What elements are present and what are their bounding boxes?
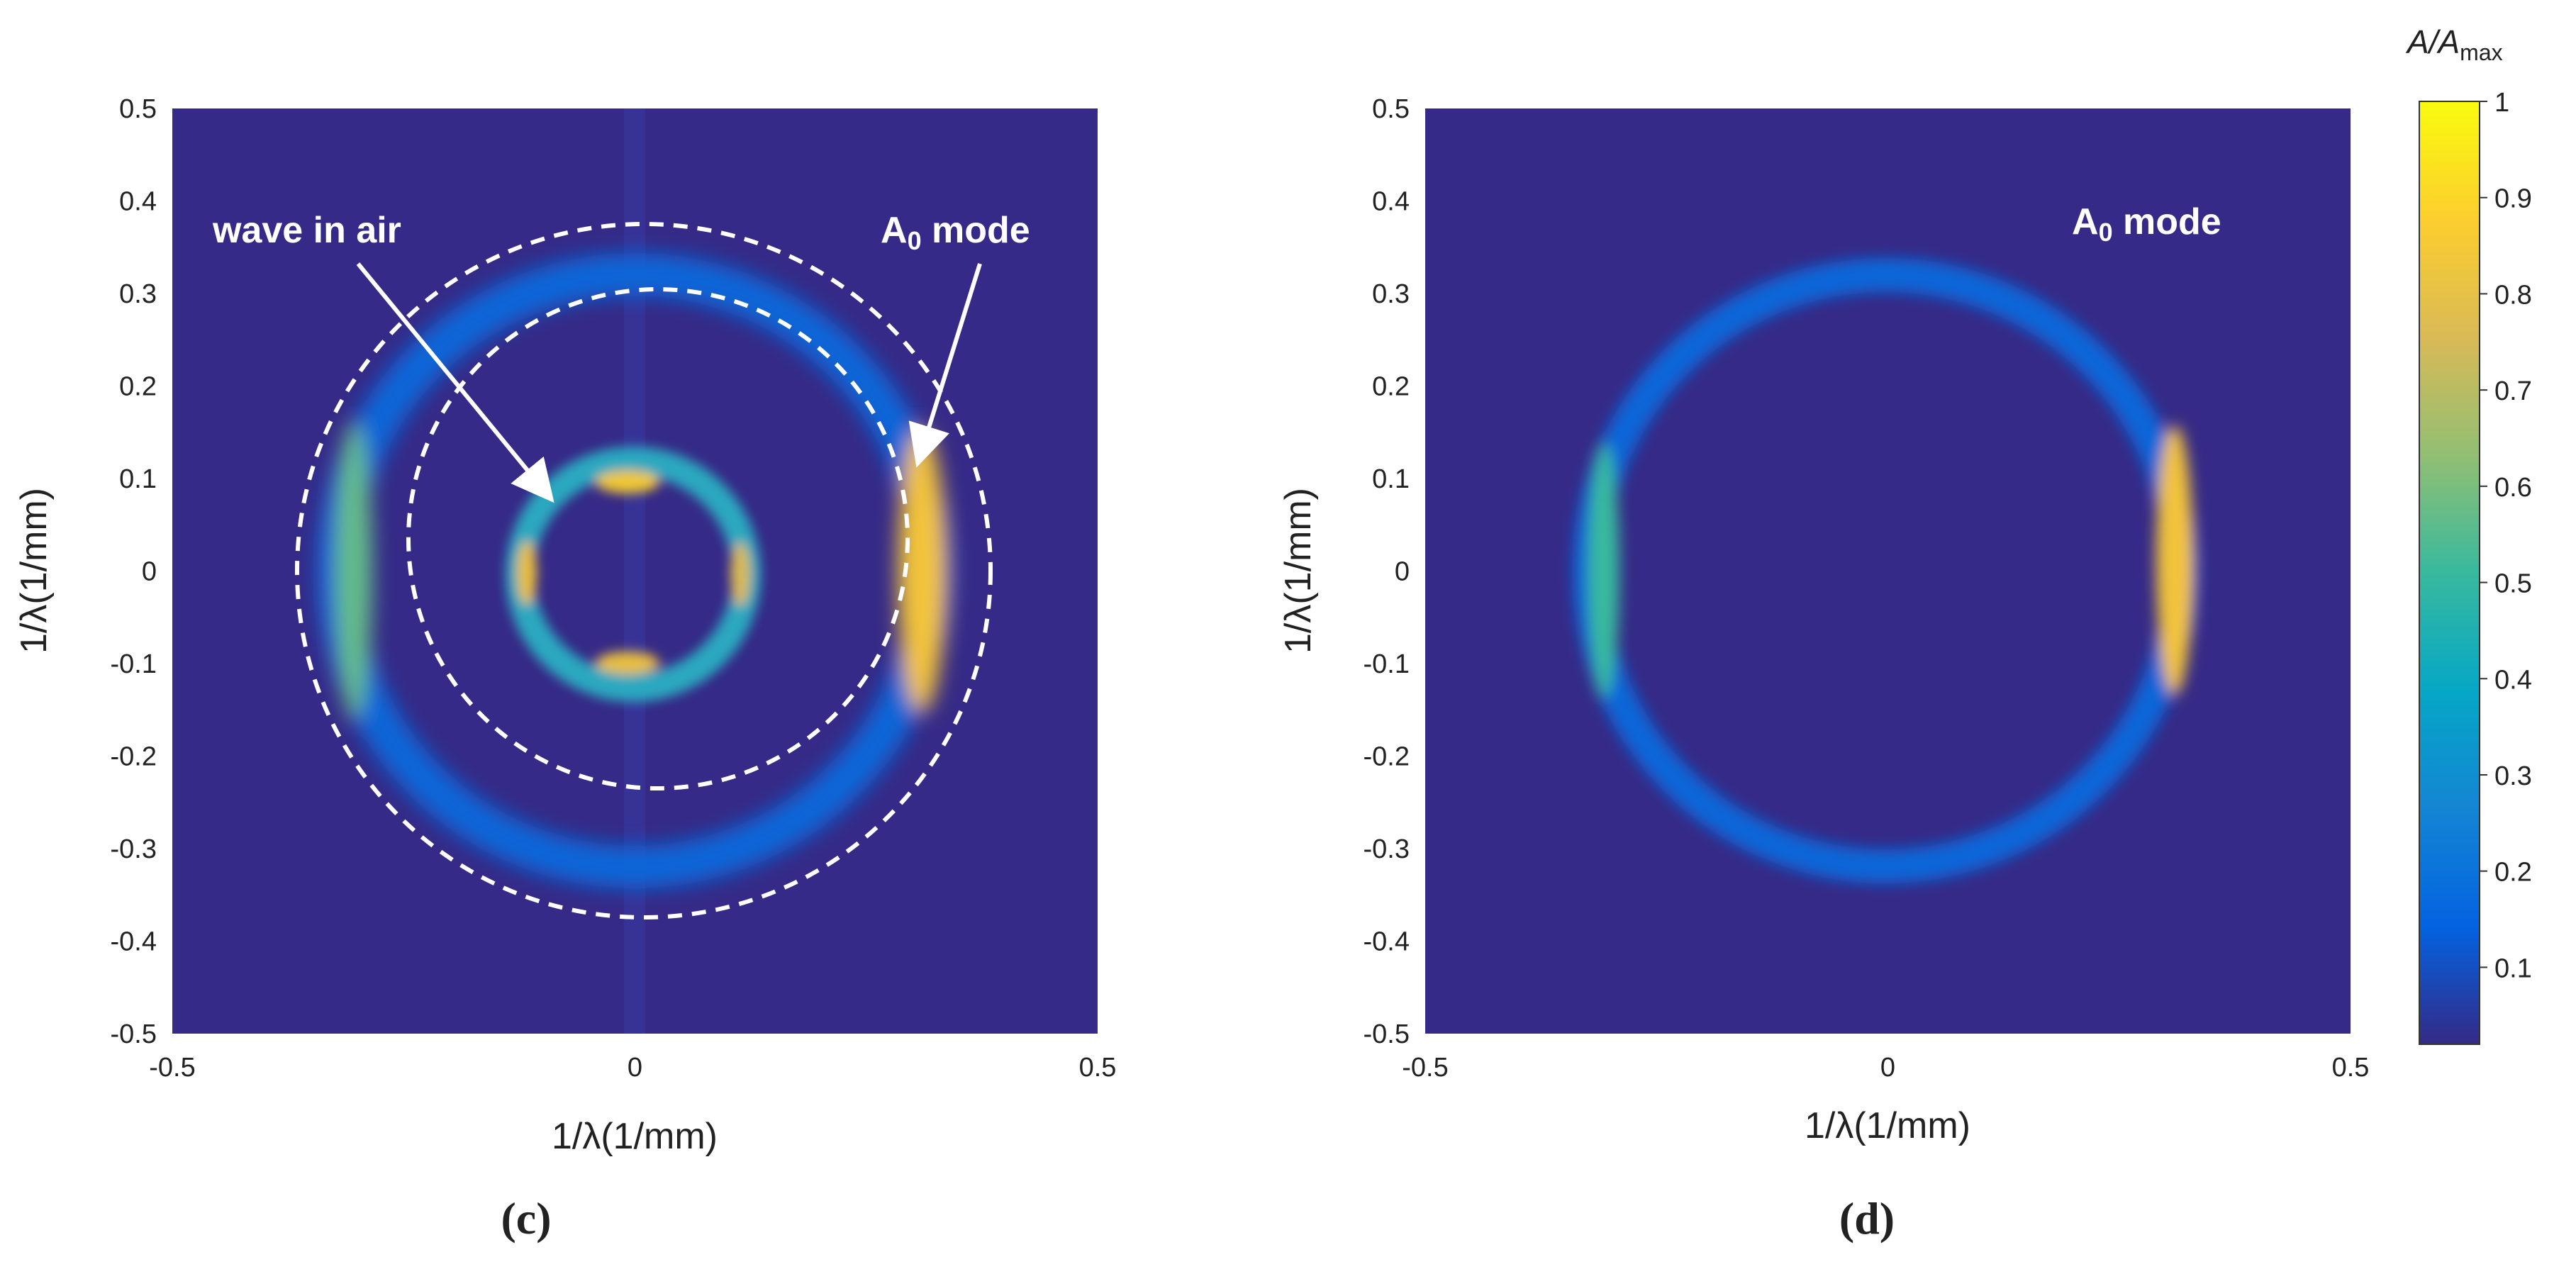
- colorbar-tick-label: 0.1: [2494, 954, 2532, 983]
- panel-d-ytick-label: -0.1: [1364, 649, 1410, 679]
- panel-d-annotation-a0-mode: A0 mode: [2072, 201, 2221, 247]
- colorbar-tick-label: 0.5: [2494, 569, 2532, 599]
- panel-c-right-peak: [898, 429, 946, 712]
- panel-c-left-peak: [335, 422, 372, 720]
- panel-d-ytick-label: 0.4: [1372, 187, 1410, 217]
- panel-c-inner-blob-left: [517, 541, 537, 605]
- panel-c-xlabel: 1/λ(1/mm): [552, 1116, 718, 1157]
- panel-c-ticks: 0.5 0.4 0.3 0.2 0.1 0 -0.1 -0.2 -0.3 -0.4 -0.5 -0.5…: [111, 94, 1117, 1083]
- panel-d: A0 mode 0.50.40.30.20.10-0.1-0.2-0.3-0.4…: [1278, 94, 2369, 1243]
- panel-c-dashed-circle-inner: [406, 287, 910, 790]
- panel-c-dashed-circle-outer: [295, 222, 993, 919]
- panel-c-annotation-a0-tail: mode: [922, 210, 1030, 251]
- panel-c-ytick-label: -0.1: [111, 649, 157, 679]
- panel-c-inner-ring: [506, 447, 761, 702]
- panel-c: wave in air A0 mode 0.50.40.30.20.10-0.1…: [13, 94, 1116, 1243]
- panel-d-ytick-label: -0.5: [1364, 1019, 1410, 1049]
- panel-d-annotation-a0-tail: mode: [2113, 201, 2221, 242]
- colorbar-tick-label: 0.4: [2494, 665, 2532, 695]
- panel-d-ytick-label: -0.4: [1364, 927, 1410, 957]
- panel-c-annotation-wave-in-air: wave in air: [212, 210, 401, 251]
- panel-c-ytick-label: 0.1: [119, 464, 157, 494]
- panel-c-inner-blob-top: [596, 471, 659, 493]
- panel-d-ytick-label: 0.3: [1372, 279, 1410, 309]
- panel-d-ytick-label: -0.3: [1364, 834, 1410, 864]
- panel-d-right-peak: [2156, 425, 2193, 695]
- panel-d-ticks: 0.5 0.4 0.3 0.2 0.1 0 -0.1 -0.2 -0.3 -0.4 -0.5 -0.5…: [1364, 94, 2370, 1083]
- colorbar-tick-label: 0.9: [2494, 184, 2532, 214]
- panel-c-ytick-label: -0.5: [111, 1019, 157, 1049]
- panel-c-heatmap: [317, 108, 952, 1034]
- colorbar-title-sub: max: [2460, 40, 2502, 65]
- panel-d-annotation-a0-sub: 0: [2099, 218, 2113, 247]
- panel-c-xtick-label: -0.5: [149, 1053, 195, 1083]
- colorbar-tick-label: 1: [2494, 88, 2509, 118]
- panel-c-ytick-label: 0.2: [119, 372, 157, 402]
- colorbar-tick-label: 0.7: [2494, 376, 2532, 406]
- panel-d-ytick-label: 0.1: [1372, 464, 1410, 494]
- panel-c-center-stripe: [624, 108, 645, 1034]
- colorbar-tick-label: 0.2: [2494, 858, 2532, 888]
- panel-d-ytick-label: 0.5: [1372, 94, 1410, 124]
- panel-d-xlabel: 1/λ(1/mm): [1805, 1105, 1970, 1146]
- colorbar: A/Amax 1 0.9 0.8 0.7 0.6 0.5 0.4 0.3 0.2 0.1: [2405, 23, 2532, 1045]
- panel-c-ytick-label: -0.3: [111, 834, 157, 864]
- panel-c-ytick-label: 0.4: [119, 187, 157, 217]
- colorbar-ticks: 1 0.9 0.8 0.7 0.6 0.5 0.4 0.3 0.2 0.1: [2480, 88, 2532, 983]
- colorbar-tick-label: 0.6: [2494, 473, 2532, 503]
- panel-d-xtick-label: 0: [1880, 1053, 1895, 1083]
- panel-d-ytick-label: 0.2: [1372, 372, 1410, 402]
- panel-c-inner-blob-right: [730, 542, 750, 606]
- panel-d-heatmap: [1573, 258, 2198, 883]
- panel-d-label: (d): [1839, 1193, 1895, 1243]
- panel-c-annotation-a0-main: A: [881, 210, 908, 251]
- panel-c-xtick-label: 0: [628, 1053, 642, 1083]
- panel-c-ytick-label: -0.4: [111, 927, 157, 957]
- panel-c-annotation-a0-mode: A0 mode: [881, 210, 1030, 255]
- panel-d-annotation-a0-main: A: [2072, 201, 2099, 242]
- panel-c-annotation-a0-sub: 0: [908, 226, 922, 255]
- colorbar-title: A/Amax: [2405, 23, 2503, 65]
- panel-d-ring: [1573, 258, 2198, 883]
- panel-c-ytick-label: 0: [142, 557, 157, 587]
- panel-d-plot-area: [1425, 108, 2351, 1034]
- panel-d-ytick-label: 0: [1395, 557, 1410, 587]
- panel-c-outer-ring: [317, 253, 952, 888]
- colorbar-tick-label: 0.3: [2494, 761, 2532, 791]
- panel-c-arrow-wave: [356, 262, 554, 503]
- panel-d-left-peak: [1588, 443, 1619, 698]
- colorbar-title-main: A/A: [2405, 23, 2460, 60]
- panel-c-ytick-label: 0.5: [119, 94, 157, 124]
- panel-c-label: (c): [501, 1193, 551, 1243]
- panel-c-xtick-label: 0.5: [1079, 1053, 1117, 1083]
- panel-d-xtick-label: -0.5: [1402, 1053, 1448, 1083]
- panel-d-xtick-label: 0.5: [2332, 1053, 2370, 1083]
- colorbar-tick-label: 0.8: [2494, 280, 2532, 310]
- panel-d-ytick-label: -0.2: [1364, 742, 1410, 772]
- panel-c-ytick-label: -0.2: [111, 742, 157, 772]
- panel-c-arrow-a0: [908, 263, 982, 468]
- panel-c-ytick-label: 0.3: [119, 279, 157, 309]
- panel-c-inner-blob-bottom: [596, 652, 659, 674]
- colorbar-bar: [2419, 101, 2480, 1045]
- panel-d-ylabel: 1/λ(1/mm): [1278, 488, 1319, 654]
- panel-c-ylabel: 1/λ(1/mm): [13, 488, 55, 654]
